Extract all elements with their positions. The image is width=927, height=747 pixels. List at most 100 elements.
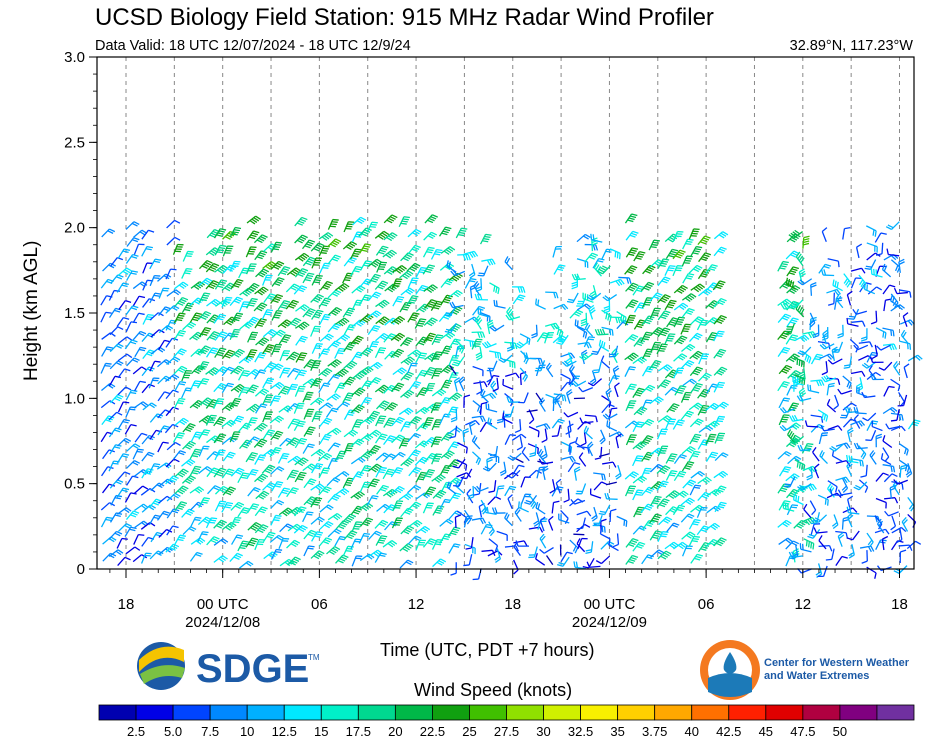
wind-barb (526, 409, 538, 413)
wind-barb-flag (341, 369, 347, 375)
wind-barb-flag (610, 508, 617, 512)
wind-barb-flag (543, 424, 549, 430)
wind-barb (400, 371, 414, 381)
wind-barb (181, 508, 195, 518)
wind-barb-flag (281, 457, 288, 460)
wind-barb-flag (340, 382, 347, 385)
wind-barb-flag (354, 267, 361, 271)
wind-barb-flag (228, 366, 235, 371)
wind-barb-staff (456, 472, 468, 478)
wind-barb-flag (179, 312, 186, 315)
wind-barb-flag (153, 294, 160, 297)
wind-barb-flag (488, 324, 494, 329)
wind-barb (254, 286, 269, 296)
wind-barb-flag (404, 423, 411, 426)
wind-barb-flag (292, 420, 299, 424)
wind-barb-flag (603, 526, 606, 533)
wind-barb-flag (517, 286, 521, 293)
wind-barb-flag (274, 314, 281, 317)
wind-barb-flag (363, 401, 370, 404)
wind-barb-flag (412, 522, 419, 528)
wind-barb-staff (454, 517, 457, 529)
wind-barb-flag (233, 229, 241, 232)
wind-barb-flag (414, 449, 421, 453)
wind-barb (109, 394, 124, 404)
wind-barb-flag (355, 235, 362, 238)
wind-barb-flag (343, 282, 350, 288)
wind-barb-flag (382, 402, 389, 406)
wind-barb-staff (351, 387, 361, 397)
wind-barbs (100, 213, 923, 581)
wind-barb-flag (408, 457, 415, 462)
wind-barb-flag (454, 512, 461, 516)
wind-barb-flag (196, 431, 203, 434)
wind-barb (424, 299, 438, 309)
wind-barb-flag (485, 526, 492, 529)
wind-barb-flag (204, 292, 211, 295)
wind-barb (504, 485, 517, 497)
wind-barb-flag (348, 307, 356, 311)
wind-barb-staff (458, 458, 466, 469)
wind-barb-flag (276, 262, 283, 267)
wind-barb-staff (494, 324, 505, 332)
wind-barb-flag (382, 245, 389, 249)
wind-barb (538, 458, 554, 465)
wind-barb-flag (105, 348, 112, 351)
wind-barb-flag (177, 369, 184, 374)
wind-barb-flag (368, 553, 375, 559)
wind-barb (231, 534, 244, 545)
wind-barb-flag (380, 552, 387, 555)
wind-barb-staff (504, 434, 511, 445)
wind-barb-flag (337, 321, 344, 327)
wind-barb (254, 454, 267, 465)
wind-barb-staff (101, 346, 108, 357)
wind-barb-flag (372, 495, 379, 498)
wind-barb-flag (341, 318, 348, 324)
wind-barb (479, 401, 488, 415)
wind-barb-flag (293, 283, 300, 288)
wind-barb-flag (257, 273, 264, 278)
wind-barb (222, 245, 234, 257)
wind-barb (390, 382, 405, 392)
wind-barb (432, 505, 445, 516)
wind-barb-flag (347, 328, 354, 331)
wind-barb-flag (369, 416, 376, 420)
wind-barb-staff (150, 482, 160, 492)
wind-barb-staff (513, 559, 519, 571)
wind-barb-flag (364, 317, 370, 322)
wind-barb-flag (258, 371, 265, 374)
wind-barb-flag (234, 505, 241, 510)
wind-barb (398, 437, 410, 449)
wind-barb (157, 359, 172, 368)
wind-barb (563, 488, 570, 503)
wind-barb-flag (284, 320, 291, 326)
wind-barb (432, 558, 447, 568)
wind-barb (440, 450, 455, 460)
wind-barb-flag (251, 470, 258, 474)
wind-barb-flag (131, 339, 138, 343)
wind-barb-flag (268, 483, 275, 488)
wind-barb-flag (362, 535, 369, 538)
wind-barb (383, 214, 398, 224)
wind-barb-flag (600, 518, 607, 522)
wind-barb-flag (373, 431, 380, 436)
wind-barb-flag (280, 323, 287, 329)
wind-barb-flag (343, 368, 349, 373)
wind-barb-flag (525, 358, 529, 365)
wind-barb-flag (210, 334, 217, 339)
wind-barb (449, 301, 464, 309)
wind-barb-staff (375, 333, 385, 342)
wind-barb-flag (218, 267, 225, 273)
wind-barb-flag (407, 559, 414, 564)
wind-barb-flag (237, 415, 245, 419)
wind-barb-flag (267, 332, 274, 337)
wind-barb-flag (355, 375, 361, 380)
wind-barb (253, 302, 268, 312)
wind-barb-flag (603, 474, 606, 481)
wind-barb-flag (341, 489, 348, 495)
wind-barb-flag (116, 411, 123, 416)
wind-barb-flag (404, 546, 410, 551)
wind-barb (352, 216, 367, 226)
wind-barb-flag (455, 480, 459, 487)
wind-barb-flag (380, 319, 386, 324)
